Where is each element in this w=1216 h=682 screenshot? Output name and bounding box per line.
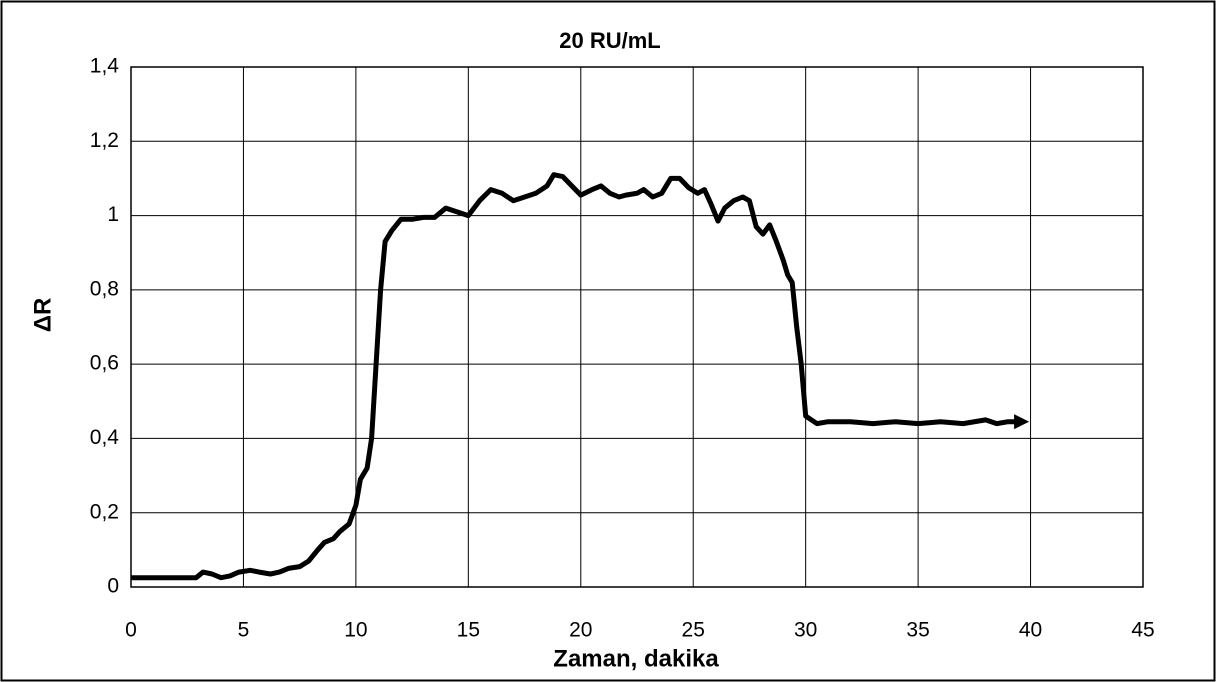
x-axis-label: Zaman, dakika (553, 645, 719, 672)
x-tick-label: 0 (125, 619, 137, 642)
x-tick-label: 35 (906, 619, 929, 642)
y-tick-label: 1,4 (90, 55, 120, 78)
data-line (131, 172, 1030, 581)
y-tick-label: 0,8 (90, 277, 119, 300)
x-tick-label: 15 (457, 619, 480, 642)
chart-title: 20 RU/mL (559, 28, 660, 53)
plot-border (130, 66, 1144, 588)
y-axis-label: ΔR (29, 298, 56, 333)
y-tick-label: 1,2 (90, 129, 119, 152)
x-tick-label: 20 (569, 619, 592, 642)
x-tick-label: 5 (238, 619, 250, 642)
y-tick-label: 1 (107, 203, 119, 226)
y-tick-label: 0,6 (90, 352, 119, 375)
x-tick-label: 25 (682, 619, 705, 642)
x-tick-label: 40 (1019, 619, 1042, 642)
y-tick-label: 0 (107, 575, 119, 598)
y-tick-label: 0,2 (90, 500, 119, 523)
x-tick-label: 10 (344, 619, 367, 642)
x-tick-label: 45 (1131, 619, 1154, 642)
y-tick-label: 0,4 (90, 426, 120, 449)
x-tick-label: 30 (794, 619, 817, 642)
